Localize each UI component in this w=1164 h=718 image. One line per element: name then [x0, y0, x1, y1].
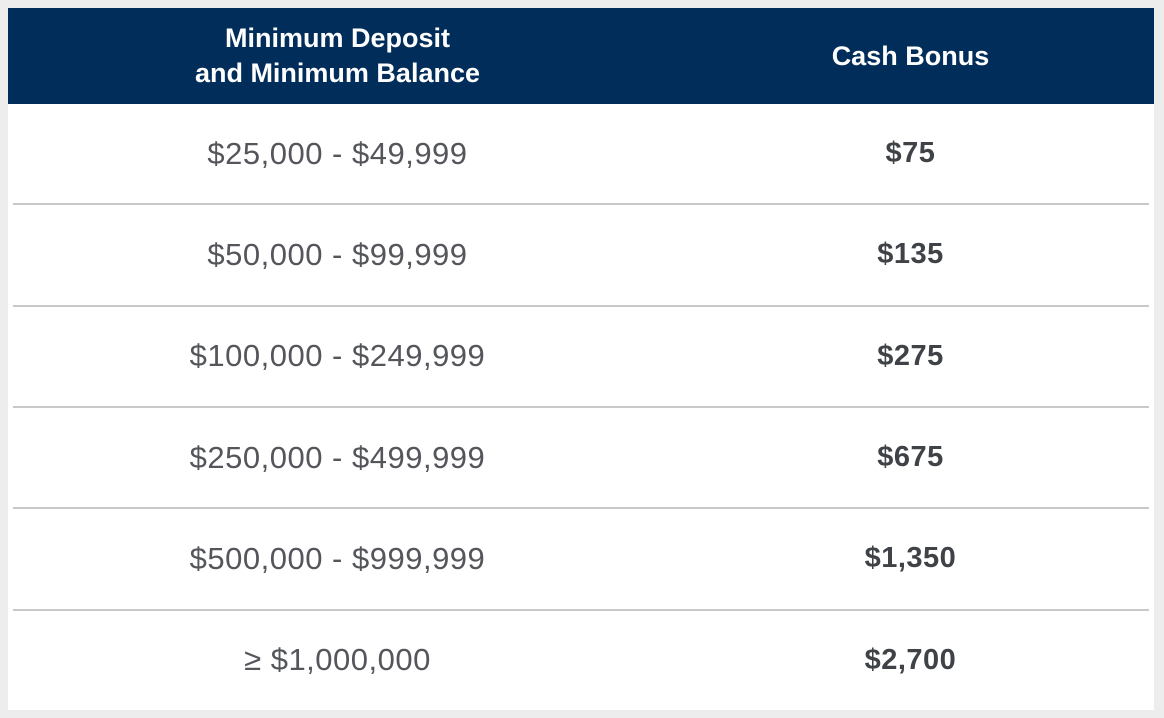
deposit-range-cell: $100,000 - $249,999: [189, 338, 486, 374]
table-body: $25,000 - $49,999 $75 $50,000 - $99,999 …: [8, 104, 1154, 710]
deposit-range-cell: ≥ $1,000,000: [244, 642, 431, 678]
column-header-deposit-line2: and Minimum Balance: [194, 58, 480, 88]
deposit-range-cell: $50,000 - $99,999: [207, 236, 468, 272]
row-divider: [13, 608, 1149, 611]
deposit-range-cell: $500,000 - $999,999: [189, 540, 486, 576]
table-row: $25,000 - $49,999 $75: [8, 104, 1154, 203]
cash-bonus-cell: $675: [877, 441, 944, 474]
table-row: $100,000 - $249,999 $275: [8, 307, 1154, 406]
cash-bonus-cell: $1,350: [864, 542, 957, 575]
deposit-range-cell: $25,000 - $49,999: [207, 135, 468, 171]
cash-bonus-cell: $75: [885, 137, 936, 170]
row-divider: [13, 507, 1149, 510]
cash-bonus-cell: $135: [877, 238, 944, 271]
column-header-deposit: Minimum Deposit and Minimum Balance: [8, 8, 667, 104]
table-row: $500,000 - $999,999 $1,350: [8, 509, 1154, 608]
bonus-tier-table: Minimum Deposit and Minimum Balance Cash…: [8, 8, 1154, 710]
row-divider: [13, 405, 1149, 408]
cash-bonus-cell: $275: [877, 339, 944, 372]
column-header-bonus: Cash Bonus: [667, 8, 1154, 104]
row-divider: [13, 304, 1149, 307]
column-header-bonus-label: Cash Bonus: [831, 40, 990, 71]
table-row: $50,000 - $99,999 $135: [8, 205, 1154, 304]
column-header-deposit-line1: Minimum Deposit: [224, 23, 450, 53]
deposit-range-cell: $250,000 - $499,999: [189, 439, 486, 475]
table-header-row: Minimum Deposit and Minimum Balance Cash…: [8, 8, 1154, 104]
table-row: ≥ $1,000,000 $2,700: [8, 611, 1154, 710]
table-row: $250,000 - $499,999 $675: [8, 408, 1154, 507]
cash-bonus-cell: $2,700: [864, 643, 957, 676]
row-divider: [13, 203, 1149, 206]
